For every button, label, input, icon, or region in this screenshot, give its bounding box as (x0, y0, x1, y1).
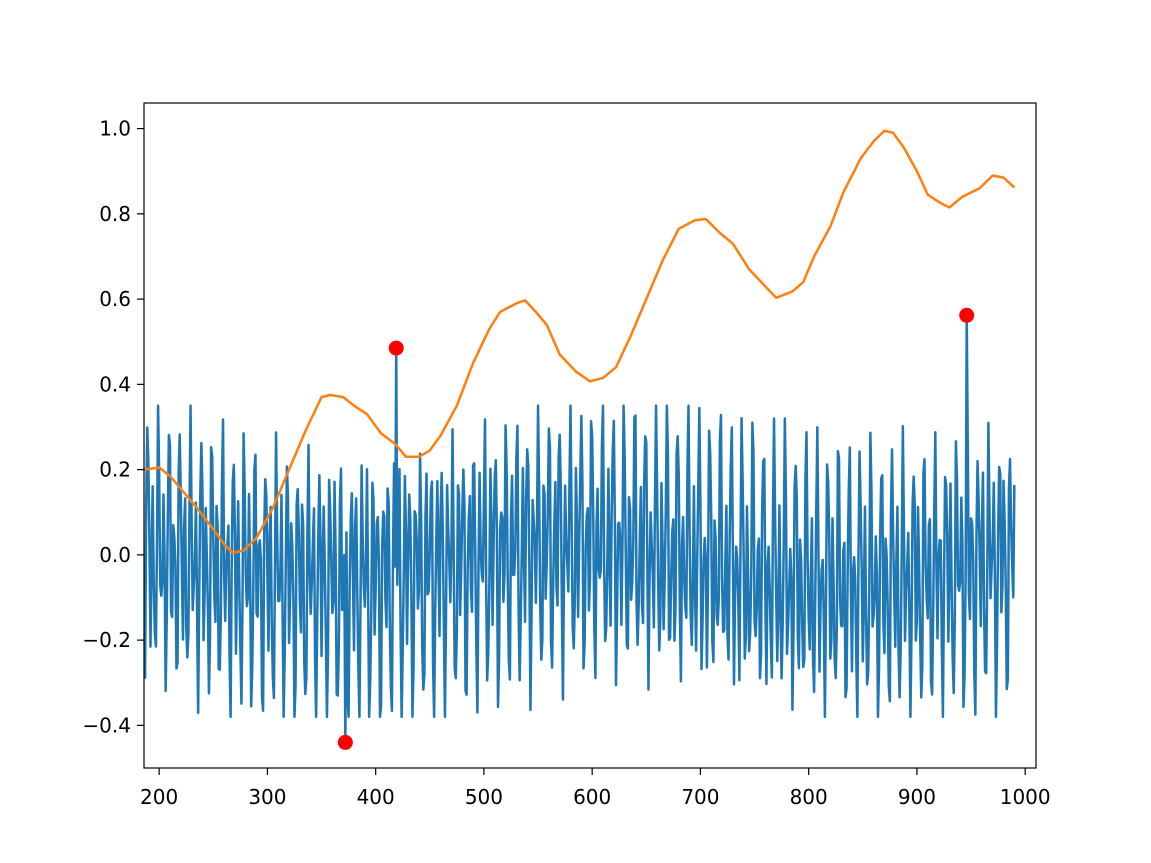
x-tick-label-8: 1000 (1000, 785, 1051, 809)
plot-area (144, 129, 1016, 750)
y-tick-label-0: −0.4 (82, 713, 131, 737)
y-tick-label-7: 1.0 (99, 117, 131, 141)
y-tick-label-3: 0.2 (99, 458, 131, 482)
series-signal-line (144, 314, 1016, 744)
x-tick-label-3: 500 (465, 785, 503, 809)
x-tick-label-6: 800 (790, 785, 828, 809)
x-tick-label-2: 400 (357, 785, 395, 809)
y-tick-label-4: 0.4 (99, 372, 131, 396)
x-tick-label-4: 600 (573, 785, 611, 809)
x-tick-label-7: 900 (898, 785, 936, 809)
axes: 200 300 400 500 600 700 800 900 1000 −0.4 −0.2 0.0 0… (82, 102, 1051, 809)
y-tick-label-5: 0.6 (99, 287, 131, 311)
x-tick-label-5: 700 (681, 785, 719, 809)
series-group (144, 129, 1016, 750)
x-tick-label-1: 300 (248, 785, 286, 809)
plot-frame (143, 102, 1037, 769)
series-trend-line (144, 129, 1016, 554)
marker-point-0 (337, 734, 353, 750)
marker-point-1 (388, 340, 404, 356)
marker-point-2 (959, 307, 975, 323)
x-tick-label-0: 200 (140, 785, 178, 809)
y-tick-label-1: −0.2 (82, 628, 131, 652)
y-tick-label-6: 0.8 (99, 202, 131, 226)
y-tick-label-2: 0.0 (99, 543, 131, 567)
